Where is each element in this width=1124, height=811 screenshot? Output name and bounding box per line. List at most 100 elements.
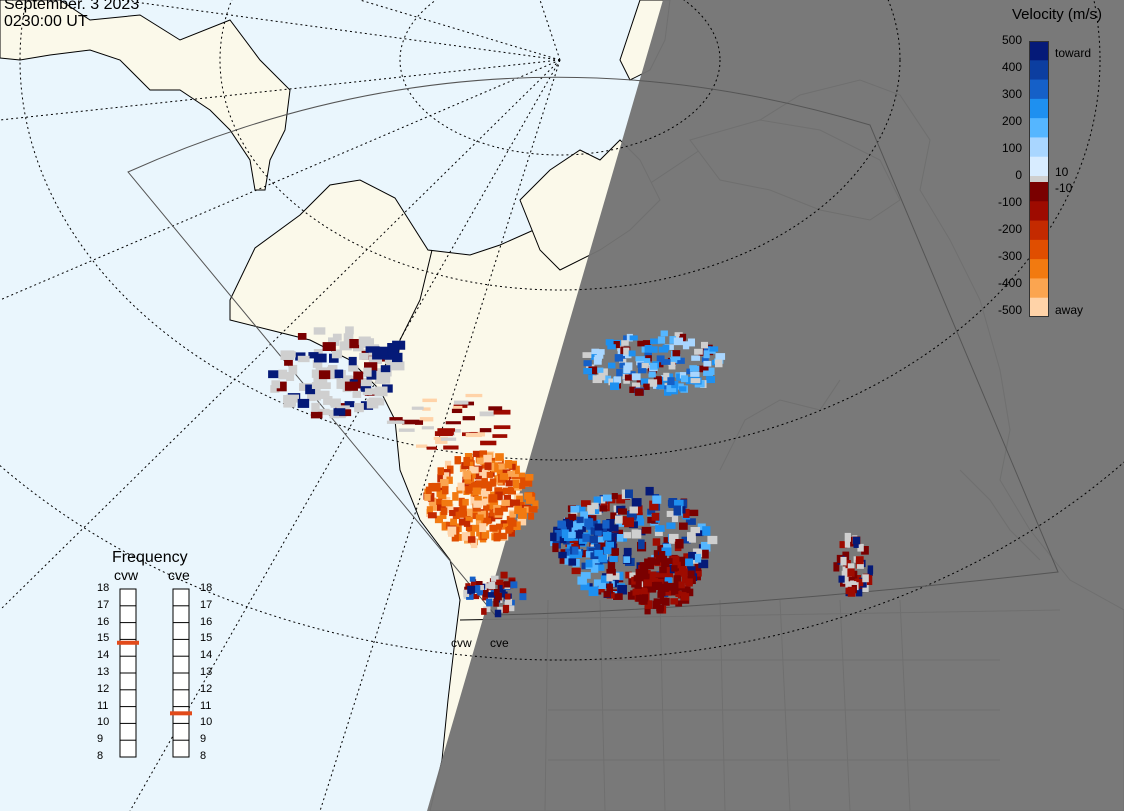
velocity-cell — [440, 437, 457, 441]
velocity-cell — [625, 489, 633, 499]
frequency-scale-left: 15 — [97, 632, 110, 645]
velocity-cell — [495, 453, 504, 461]
velocity-cell — [635, 356, 645, 362]
velocity-cell — [568, 513, 577, 524]
velocity-cell — [606, 573, 613, 582]
frequency-scale-left: 10 — [97, 716, 110, 729]
velocity-cell — [656, 361, 664, 368]
velocity-cell — [610, 382, 620, 391]
velocity-cell — [572, 559, 580, 567]
velocity-cell — [392, 352, 403, 363]
velocity-cell — [678, 581, 685, 589]
velocity-cell — [852, 536, 861, 545]
velocity-cell — [353, 371, 364, 380]
velocity-cell — [280, 350, 295, 360]
velocity-cell — [583, 360, 592, 367]
velocity-cell — [519, 482, 526, 489]
velocity-cell — [648, 371, 656, 378]
velocity-cell — [559, 535, 567, 544]
velocity-cell — [663, 372, 670, 381]
velocity-cell — [486, 471, 494, 478]
velocity-cell — [469, 576, 476, 582]
velocity-cell — [690, 527, 701, 534]
velocity-cell — [493, 598, 499, 607]
velocity-cell — [613, 376, 621, 384]
velocity-cell — [602, 494, 613, 502]
velocity-cell — [672, 561, 681, 569]
velocity-cell — [364, 362, 378, 371]
velocity-cell — [636, 515, 644, 522]
velocity-cell — [366, 398, 379, 409]
velocity-cell — [284, 358, 293, 366]
velocity-cell — [427, 492, 435, 502]
velocity-cell — [661, 359, 671, 365]
velocity-cell — [318, 382, 331, 390]
velocity-cell — [344, 381, 358, 391]
velocity-cell — [317, 408, 330, 416]
velocity-cell — [348, 365, 359, 372]
velocity-cell — [629, 506, 638, 514]
velocity-cell — [679, 333, 687, 340]
velocity-cell — [426, 446, 437, 450]
velocity-cell — [438, 491, 447, 500]
velocity-cell — [703, 350, 710, 359]
velocity-cell — [637, 572, 646, 581]
velocity-cell — [644, 605, 651, 615]
velocity-cell — [426, 506, 433, 515]
velocity-cell — [483, 498, 491, 507]
velocity-cell — [706, 376, 716, 384]
velocity-cell — [487, 592, 496, 598]
velocity-cell — [683, 553, 690, 560]
velocity-cell — [617, 584, 628, 595]
frequency-scale-left: 16 — [97, 615, 110, 628]
velocity-cell — [499, 473, 509, 480]
velocity-cell — [660, 583, 669, 592]
velocity-cell — [660, 330, 668, 337]
velocity-cell — [597, 367, 604, 373]
velocity-cell — [507, 605, 515, 612]
velocity-cell — [840, 556, 847, 566]
velocity-cell — [472, 487, 481, 495]
velocity-cell — [464, 453, 473, 460]
velocity-cell — [438, 430, 454, 435]
velocity-cell — [682, 341, 690, 350]
velocity-cell — [402, 419, 420, 425]
velocity-cell — [465, 524, 473, 532]
velocity-cell — [638, 539, 645, 550]
velocity-cell — [838, 575, 845, 583]
frequency-scale-right: 13 — [200, 666, 213, 678]
velocity-tick-label: -200 — [997, 222, 1022, 236]
velocity-cell — [552, 543, 559, 553]
velocity-cell — [344, 401, 355, 408]
velocity-cell — [501, 504, 508, 512]
velocity-cell — [596, 564, 605, 571]
velocity-cell — [616, 494, 626, 504]
velocity-cell — [602, 520, 610, 529]
velocity-cell — [493, 425, 511, 430]
velocity-cell — [363, 367, 372, 377]
velocity-cell — [668, 533, 679, 544]
velocity-cell — [442, 472, 450, 480]
velocity-cell — [669, 336, 677, 344]
velocity-tick-label: -300 — [997, 249, 1022, 263]
velocity-cell — [348, 356, 357, 367]
velocity-cell — [616, 368, 623, 377]
frequency-scale-left: 12 — [97, 682, 110, 695]
velocity-cell — [666, 522, 676, 529]
velocity-cell — [641, 594, 649, 602]
velocity-cell — [702, 549, 709, 559]
velocity-cell — [623, 556, 631, 563]
velocity-cell — [507, 470, 515, 477]
velocity-cell — [470, 579, 477, 587]
velocity-cell — [680, 593, 690, 601]
velocity-cell — [311, 402, 320, 412]
velocity-cell — [576, 516, 584, 523]
velocity-cell — [603, 591, 611, 598]
velocity-cell — [490, 575, 499, 582]
velocity-cell — [663, 543, 672, 551]
velocity-cell — [587, 505, 595, 515]
velocity-cell — [339, 341, 352, 351]
velocity-cell — [657, 336, 666, 344]
velocity-cell — [861, 546, 869, 555]
